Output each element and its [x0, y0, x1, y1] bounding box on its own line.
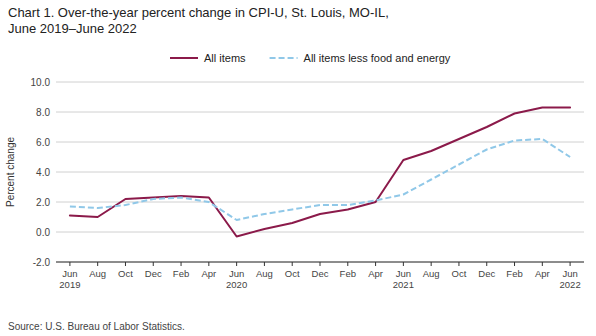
x-tick [320, 262, 321, 266]
legend-swatch [170, 57, 198, 59]
legend-label: All items [204, 52, 246, 64]
x-tick [292, 262, 293, 266]
x-tick [208, 262, 209, 266]
x-tick-label: Aug [89, 268, 106, 279]
x-tick [236, 262, 237, 266]
x-tick-label: Jun2019 [59, 268, 80, 290]
x-tick [542, 262, 543, 266]
grid-line [56, 172, 584, 173]
grid-line [56, 142, 584, 143]
x-tick-label: Oct [452, 268, 467, 279]
plot-area [70, 108, 570, 237]
y-tick-label: 10.0 [31, 77, 51, 88]
series-line [70, 108, 570, 237]
x-tick [264, 262, 265, 266]
grid-line [56, 112, 584, 113]
legend-item: All items [170, 52, 246, 64]
x-tick-label: Apr [368, 268, 383, 279]
x-axis: Jun2019 Aug Oct Dec Feb Apr Jun2020 Aug Oct Dec Fe… [56, 262, 584, 290]
chart: Chart 1. Over-the-year percent change in… [0, 0, 596, 336]
x-tick [69, 262, 70, 266]
legend-swatch [270, 57, 298, 59]
series-line [70, 139, 570, 220]
x-tick-label: Feb [173, 268, 189, 279]
x-tick-label: Apr [201, 268, 216, 279]
x-tick [403, 262, 404, 266]
x-tick-label: Oct [285, 268, 300, 279]
x-tick-label: Jun2022 [560, 268, 581, 290]
x-tick [431, 262, 432, 266]
y-tick-label: 2.0 [36, 197, 50, 208]
x-tick-label: Feb [340, 268, 356, 279]
x-tick-label: Aug [256, 268, 273, 279]
y-tick-label: 4.0 [36, 167, 50, 178]
x-tick-label: Dec [145, 268, 162, 279]
y-tick-label: 6.0 [36, 137, 50, 148]
legend: All items All items less food and energy [170, 52, 451, 64]
x-tick [514, 262, 515, 266]
x-tick-label: Jun2020 [226, 268, 247, 290]
y-axis: -2.0 0.0 2.0 4.0 6.0 8.0 10.0 [31, 77, 584, 268]
x-tick [570, 262, 571, 266]
y-tick-label: -2.0 [33, 257, 51, 268]
x-tick-label: Feb [506, 268, 522, 279]
y-tick-label: 8.0 [36, 107, 50, 118]
legend-label: All items less food and energy [304, 52, 451, 64]
x-tick [97, 262, 98, 266]
x-tick-label: Dec [478, 268, 495, 279]
x-tick [486, 262, 487, 266]
x-tick [181, 262, 182, 266]
title: Chart 1. Over-the-year percent change in… [8, 5, 389, 36]
x-tick-label: Apr [535, 268, 550, 279]
x-tick-label: Oct [118, 268, 133, 279]
grid-line [56, 82, 584, 83]
grid-line [56, 232, 584, 233]
x-tick-label: Dec [312, 268, 329, 279]
x-tick [347, 262, 348, 266]
legend-item: All items less food and energy [270, 52, 451, 64]
x-tick [125, 262, 126, 266]
x-tick [375, 262, 376, 266]
y-tick-label: 0.0 [36, 227, 50, 238]
x-tick-label: Aug [423, 268, 440, 279]
y-axis-label: Percent change [5, 137, 16, 207]
source-note: Source: U.S. Bureau of Labor Statistics. [8, 321, 185, 332]
x-tick-label: Jun2021 [393, 268, 414, 290]
x-tick [458, 262, 459, 266]
x-tick [153, 262, 154, 266]
